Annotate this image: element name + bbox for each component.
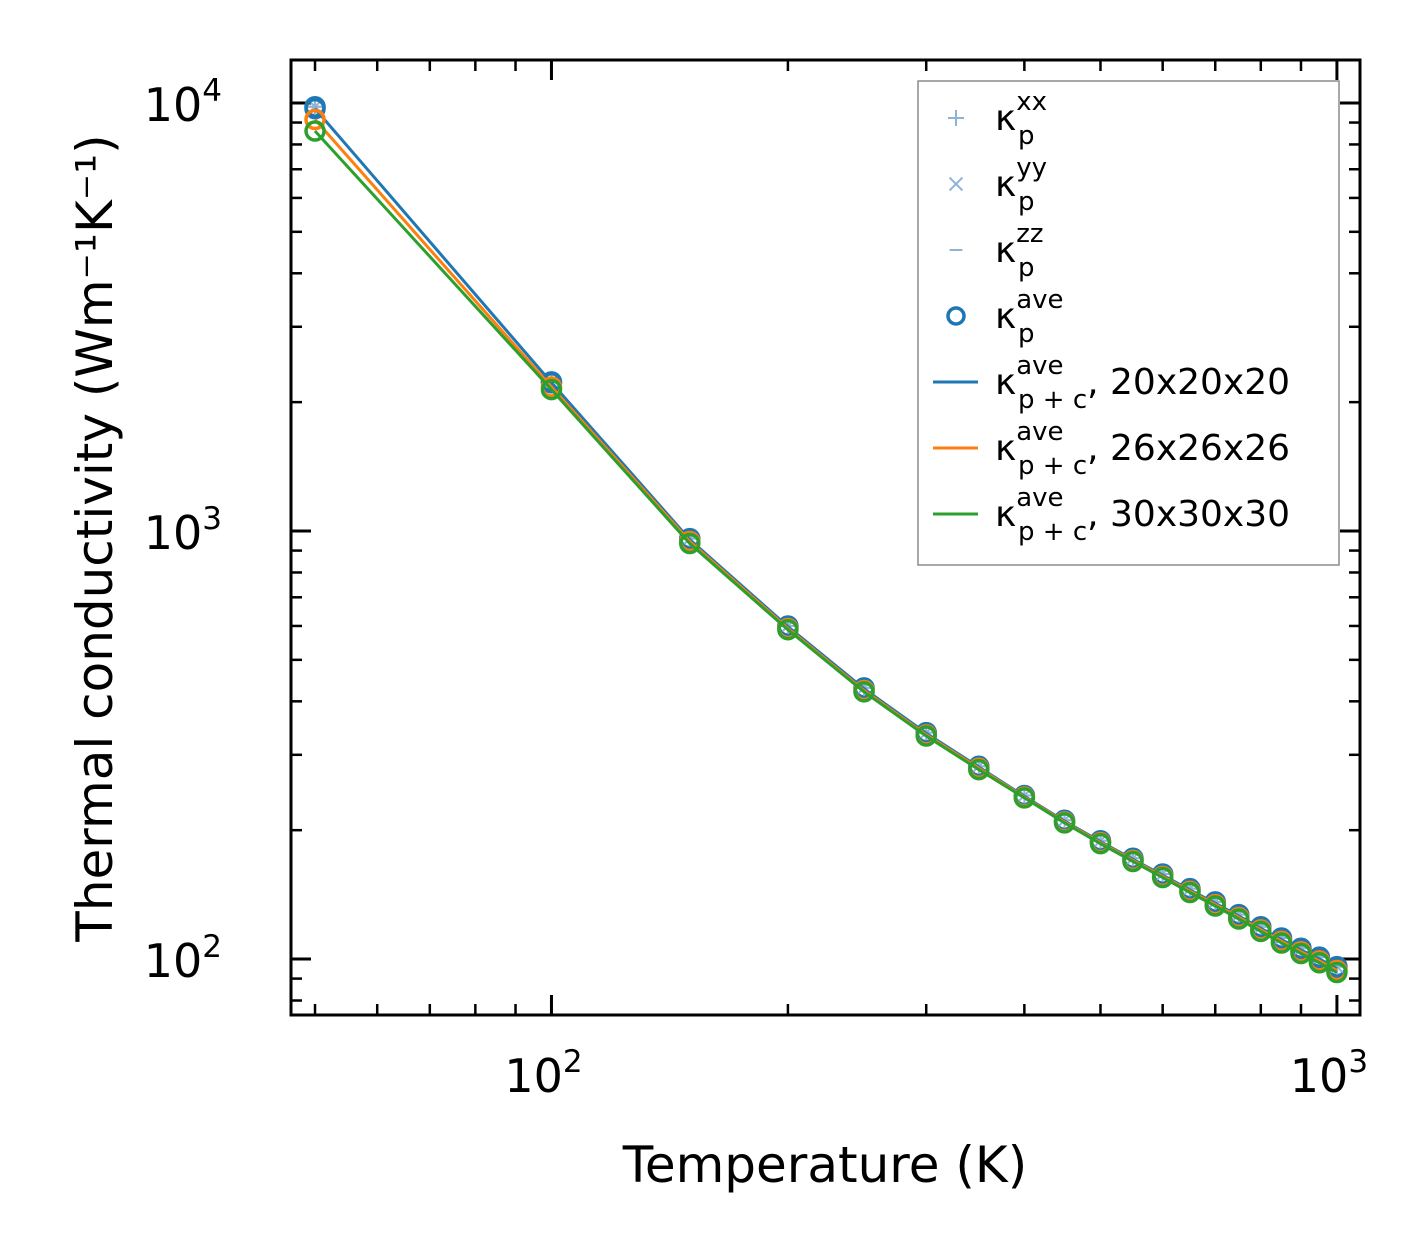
data-point [304, 97, 326, 120]
legend-superscript: ave [1016, 417, 1063, 447]
legend-marker-swatch [948, 110, 964, 126]
data-point [1089, 832, 1112, 855]
data-point [1270, 932, 1293, 954]
y-tick-label: 104 [144, 73, 222, 132]
data-point [1053, 812, 1076, 834]
legend-symbol: κ [995, 428, 1016, 469]
legend-subscript: p [1018, 121, 1035, 151]
x-tick-base: 10 [504, 1049, 563, 1103]
x-tick-base: 10 [1290, 1049, 1349, 1103]
legend-symbol: κ [995, 230, 1016, 271]
legend-item: κyy p [948, 153, 1047, 217]
legend-symbol: κ [995, 296, 1016, 337]
legend-item: κave p + c, 20x20x20 [933, 351, 1290, 415]
plot-frame [289, 58, 1362, 1017]
series-line [313, 129, 1338, 974]
y-tick-base: 10 [144, 78, 203, 132]
x-tick-exponent: 2 [563, 1044, 583, 1080]
legend-suffix: , 30x30x30 [1087, 494, 1290, 535]
data-point [915, 725, 937, 747]
data-point [1204, 895, 1227, 917]
legend-symbol: κ [995, 494, 1016, 535]
legend-label: κave p [995, 285, 1064, 349]
legend-label: κzz p [995, 219, 1044, 283]
legend-subscript: p [1018, 253, 1035, 283]
legend-item: κzz p [949, 219, 1044, 283]
legend-item: κave p + c, 26x26x26 [933, 417, 1290, 481]
data-point [540, 378, 563, 401]
legend-label: κyy p [995, 153, 1047, 217]
legend-subscript: p + c [1018, 517, 1087, 547]
data-point [1326, 961, 1348, 984]
legend-superscript: ave [1016, 285, 1063, 315]
legend-label: κave p + c, 20x20x20 [995, 351, 1290, 415]
legend-subscript: p + c [1018, 451, 1087, 481]
minor-ticks [291, 60, 1360, 1015]
series-6 [304, 120, 1348, 984]
y-tick-exponent: 4 [202, 73, 222, 109]
data-point [1013, 787, 1036, 809]
data-point [1308, 952, 1331, 974]
legend-item: κave p [946, 285, 1064, 349]
data-point [1151, 866, 1174, 889]
legend-label: κave p + c, 26x26x26 [995, 417, 1290, 481]
x-tick-label: 103 [1290, 1044, 1368, 1103]
y-tick-label: 102 [144, 929, 222, 988]
data-point [1179, 881, 1201, 904]
legend-superscript: yy [1016, 153, 1047, 183]
legend-suffix: , 26x26x26 [1087, 428, 1290, 469]
y-tick-exponent: 3 [202, 501, 222, 537]
legend-suffix: , 20x20x20 [1087, 362, 1290, 403]
legend-subscript: p + c [1018, 385, 1087, 415]
y-tick-base: 10 [144, 506, 203, 560]
y-tick-exponent: 2 [202, 929, 222, 965]
legend-superscript: ave [1016, 351, 1063, 381]
legend-marker-swatch [948, 176, 964, 192]
data-point [1290, 942, 1312, 965]
data-point [679, 532, 701, 555]
legend-symbol: κ [995, 98, 1016, 139]
legend-subscript: p [1018, 319, 1035, 349]
series-layer [304, 95, 1348, 984]
legend-superscript: xx [1016, 87, 1047, 117]
legend-item: κxx p [948, 87, 1047, 151]
data-point [304, 108, 326, 131]
data-point [968, 758, 990, 781]
y-tick-base: 10 [144, 934, 203, 988]
data-point [853, 681, 875, 703]
data-point [304, 120, 326, 142]
x-axis-title: Temperature (K) [622, 1136, 1027, 1194]
x-tick-label: 102 [504, 1044, 582, 1103]
legend-symbol: κ [995, 362, 1016, 403]
legend-label: κxx p [995, 87, 1047, 151]
legend-symbol: κ [995, 164, 1016, 205]
data-point [1228, 908, 1250, 930]
data-point [1122, 850, 1144, 873]
legend-item: κave p + c, 30x30x30 [933, 483, 1290, 547]
data-point [777, 618, 799, 641]
legend-superscript: zz [1016, 219, 1043, 249]
y-tick-label: 103 [144, 501, 222, 560]
legend-marker-swatch [946, 306, 966, 326]
legend-label: κave p + c, 30x30x30 [995, 483, 1290, 547]
legend-superscript: ave [1016, 483, 1063, 513]
y-axis-title: Thermal conductivity (Wm⁻¹K⁻¹) [66, 134, 124, 942]
legend-subscript: p [1018, 187, 1035, 217]
x-tick-exponent: 3 [1348, 1044, 1368, 1080]
legend-frame [917, 80, 1340, 566]
data-point [1250, 920, 1272, 943]
